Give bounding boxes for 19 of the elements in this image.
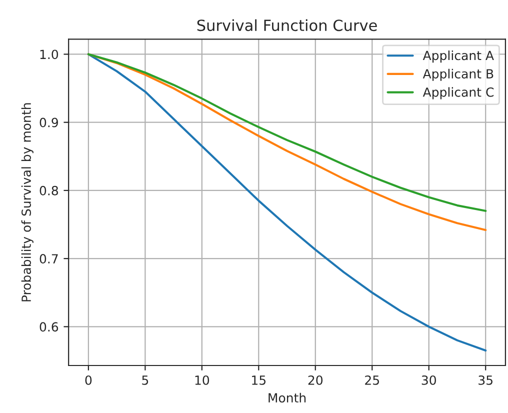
- x-tick-label: 35: [478, 375, 492, 385]
- x-tick-label: 5: [142, 376, 148, 385]
- x-tick-label: 15: [252, 376, 266, 385]
- x-tick-label: 10: [195, 375, 210, 385]
- x-axis-title: Month: [268, 392, 306, 403]
- x-tick-label: 30: [422, 375, 436, 385]
- y-tick-label: 0.7: [40, 254, 58, 264]
- x-tick-label: 25: [365, 375, 379, 385]
- y-tick-label: 1.0: [40, 50, 58, 60]
- legend-label: Applicant C: [422, 87, 494, 100]
- x-tick-label: 20: [308, 375, 323, 385]
- legend-label: Applicant A: [422, 50, 494, 63]
- legend-label: Applicant B: [422, 68, 494, 81]
- y-axis-title: Probability of Survival by month: [21, 103, 34, 302]
- y-tick-label: 0.8: [40, 186, 58, 196]
- x-tick-label: 0: [85, 375, 92, 385]
- y-tick-label: 0.9: [40, 118, 58, 128]
- chart-title: Survival Function Curve: [197, 19, 377, 32]
- y-tick-label: 0.6: [40, 322, 58, 332]
